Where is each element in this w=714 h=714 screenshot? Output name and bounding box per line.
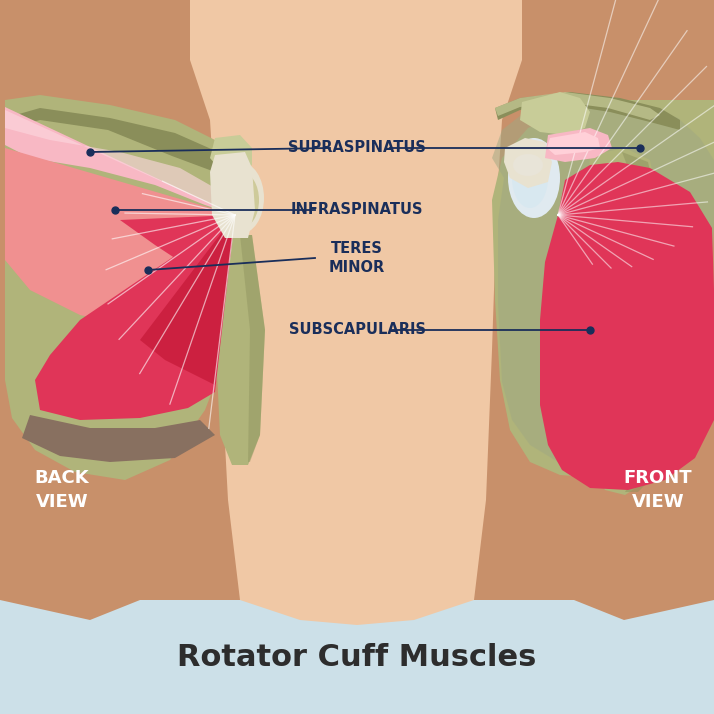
Polygon shape (5, 107, 235, 215)
Text: TERES
MINOR: TERES MINOR (329, 241, 385, 275)
Polygon shape (5, 95, 248, 480)
Polygon shape (545, 128, 612, 162)
Polygon shape (520, 92, 590, 135)
Polygon shape (0, 100, 195, 620)
Polygon shape (35, 215, 235, 420)
Polygon shape (584, 148, 668, 495)
Ellipse shape (512, 148, 548, 208)
Text: SUPRASPINATUS: SUPRASPINATUS (288, 141, 426, 156)
Ellipse shape (225, 173, 259, 228)
Text: FRONT
VIEW: FRONT VIEW (624, 469, 693, 511)
Polygon shape (492, 98, 714, 468)
Ellipse shape (216, 162, 264, 234)
Polygon shape (492, 100, 714, 478)
Text: Rotator Cuff Muscles: Rotator Cuff Muscles (177, 643, 537, 673)
Polygon shape (495, 92, 660, 120)
Polygon shape (140, 215, 235, 385)
Ellipse shape (513, 154, 543, 176)
Polygon shape (504, 138, 552, 188)
Polygon shape (215, 235, 265, 465)
Polygon shape (300, 0, 414, 75)
Polygon shape (5, 110, 235, 215)
Polygon shape (210, 135, 252, 172)
Text: BACK
VIEW: BACK VIEW (35, 469, 89, 511)
Polygon shape (5, 148, 235, 330)
Text: SUBSCAPULARIS: SUBSCAPULARIS (288, 323, 426, 338)
Polygon shape (540, 162, 714, 490)
Polygon shape (5, 108, 232, 180)
Polygon shape (495, 92, 680, 130)
Polygon shape (0, 600, 714, 714)
Polygon shape (210, 152, 255, 238)
Ellipse shape (508, 138, 560, 218)
Polygon shape (519, 100, 714, 620)
Polygon shape (547, 132, 600, 155)
Polygon shape (22, 415, 215, 462)
Polygon shape (120, 215, 235, 290)
Polygon shape (190, 0, 522, 625)
Polygon shape (240, 235, 265, 462)
Text: INFRASPINATUS: INFRASPINATUS (291, 203, 423, 218)
Polygon shape (622, 152, 668, 492)
